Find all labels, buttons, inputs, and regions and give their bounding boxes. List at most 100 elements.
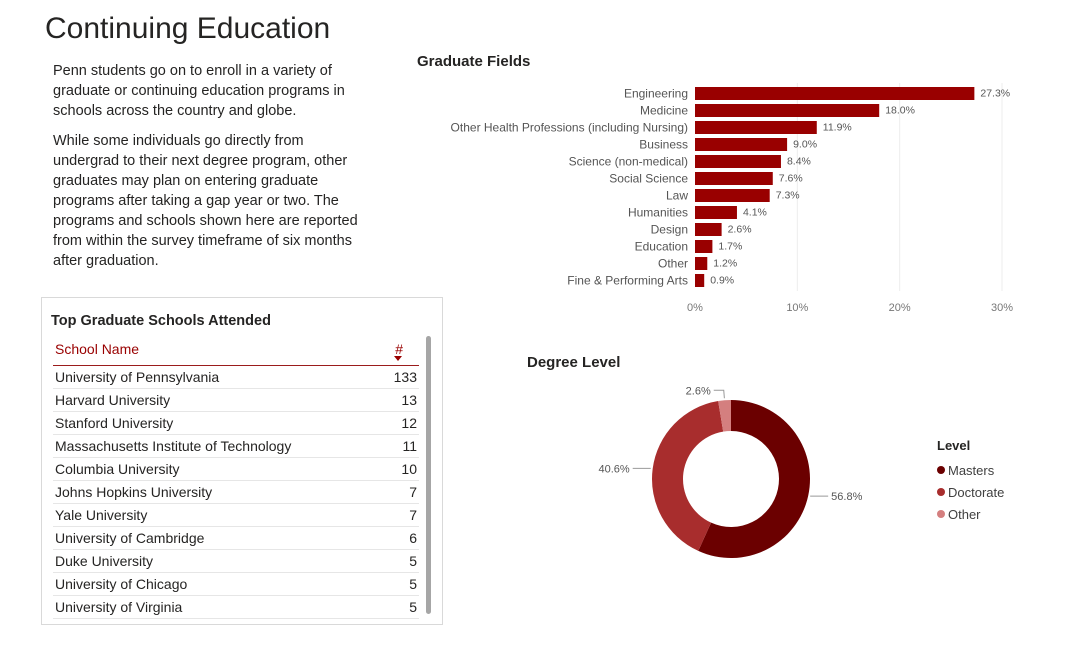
category-label: Science (non-medical) [569,155,688,169]
category-label: Engineering [624,87,688,101]
table-row[interactable]: Columbia University 10 [53,458,419,481]
school-name: University of Chicago [55,576,188,592]
category-label: Other Health Professions (including Nurs… [451,121,688,135]
data-label: 1.7% [718,241,742,253]
bar[interactable] [695,87,975,100]
data-label: 4.1% [743,207,767,219]
school-name: University of Pennsylvania [55,369,220,385]
table-body: University of Pennsylvania 133 Harvard Un… [53,366,419,619]
legend-item-doctorate[interactable]: Doctorate [937,481,1004,503]
bar[interactable] [695,138,788,151]
school-count: 133 [393,369,417,385]
school-count: 6 [409,530,417,546]
data-label: 2.6% [728,224,752,236]
school-count: 7 [409,507,417,523]
legend-item-masters[interactable]: Masters [937,459,1004,481]
page-title: Continuing Education [45,12,331,45]
category-label: Social Science [609,172,688,186]
table-row[interactable]: Johns Hopkins University 7 [53,481,419,504]
x-tick-label: 10% [786,302,808,314]
degree-legend: Level Masters Doctorate Other [937,438,1004,525]
data-label: 18.0% [885,105,915,117]
table-row[interactable]: Stanford University 12 [53,412,419,435]
schools-table-title: Top Graduate Schools Attended [51,313,271,329]
legend-item-other[interactable]: Other [937,503,1004,525]
degree-level-chart: 56.8% 40.6% 2.6% [599,385,863,558]
data-label: 9.0% [793,139,817,151]
table-row[interactable]: Duke University 5 [53,550,419,573]
school-count: 11 [402,438,417,454]
table-scrollbar[interactable] [426,336,431,614]
school-name: Yale University [55,507,148,523]
school-count: 13 [401,392,417,408]
legend-dot-icon [937,510,945,518]
bar[interactable] [695,274,705,287]
school-name: Stanford University [55,415,174,431]
school-name: University of Virginia [55,599,183,615]
category-label: Education [635,240,688,254]
bar[interactable] [695,206,737,219]
school-name: Massachusetts Institute of Technology [55,438,292,454]
school-name: Harvard University [55,392,171,408]
donut-slice[interactable] [698,400,810,558]
school-count: 12 [401,415,417,431]
slice-label: 56.8% [831,491,862,503]
donut-slice[interactable] [652,401,724,551]
table-header: School Name # [53,339,419,366]
table-row[interactable]: University of Cambridge 6 [53,527,419,550]
legend-label: Doctorate [948,484,1005,500]
category-label: Business [639,138,688,152]
data-label: 8.4% [787,156,811,168]
bar[interactable] [695,155,781,168]
table-row[interactable]: University of Chicago 5 [53,573,419,596]
legend-dot-icon [937,466,945,474]
graduate-fields-chart: 0% 10% 20% 30% Engineering 27.3% Medicine 18.0%… [451,83,1013,314]
data-label: 11.9% [823,122,852,134]
bar[interactable] [695,257,708,270]
category-label: Fine & Performing Arts [567,274,688,288]
category-label: Law [666,189,688,203]
category-label: Medicine [640,104,688,118]
school-name: Duke University [55,553,154,569]
table-row[interactable]: Massachusetts Institute of Technology 11 [53,435,419,458]
bar[interactable] [695,189,770,202]
column-header-count[interactable]: # [395,341,403,357]
schools-table-card: Top Graduate Schools Attended School Nam… [41,297,443,625]
table-row[interactable]: Harvard University 13 [53,389,419,412]
bar[interactable] [695,121,817,134]
category-label: Design [651,223,688,237]
legend-title: Level [937,438,971,453]
table-row[interactable]: Yale University 7 [53,504,419,527]
category-label: Other [658,257,688,271]
school-count: 10 [401,461,417,477]
bar[interactable] [695,240,713,253]
sort-descending-icon[interactable] [394,356,402,361]
legend-dot-icon [937,488,945,496]
table-row[interactable]: University of Virginia 5 [53,596,419,619]
data-label: 7.3% [776,190,800,202]
school-name: University of Cambridge [55,530,205,546]
x-tick-label: 30% [991,302,1013,314]
donut-slice[interactable] [718,400,731,432]
data-label: 1.2% [713,258,737,270]
x-tick-label: 20% [889,302,911,314]
school-count: 5 [409,553,417,569]
column-header-school-name[interactable]: School Name [55,341,140,357]
school-count: 7 [409,484,417,500]
bar[interactable] [695,223,722,236]
legend-label: Other [948,506,981,522]
degree-level-title: Degree Level [527,354,621,371]
legend-label: Masters [948,462,995,478]
leader-line [713,389,725,399]
graduate-fields-title: Graduate Fields [417,53,531,70]
intro-text: Penn students go on to enroll in a varie… [53,61,373,281]
table-row[interactable]: University of Pennsylvania 133 [53,366,419,389]
bar[interactable] [695,104,880,117]
slice-label: 2.6% [686,385,711,397]
slice-label: 40.6% [599,463,630,475]
category-label: Humanities [628,206,688,220]
bar[interactable] [695,172,773,185]
x-tick-label: 0% [687,302,703,314]
school-name: Johns Hopkins University [55,484,213,500]
school-count: 5 [409,576,417,592]
